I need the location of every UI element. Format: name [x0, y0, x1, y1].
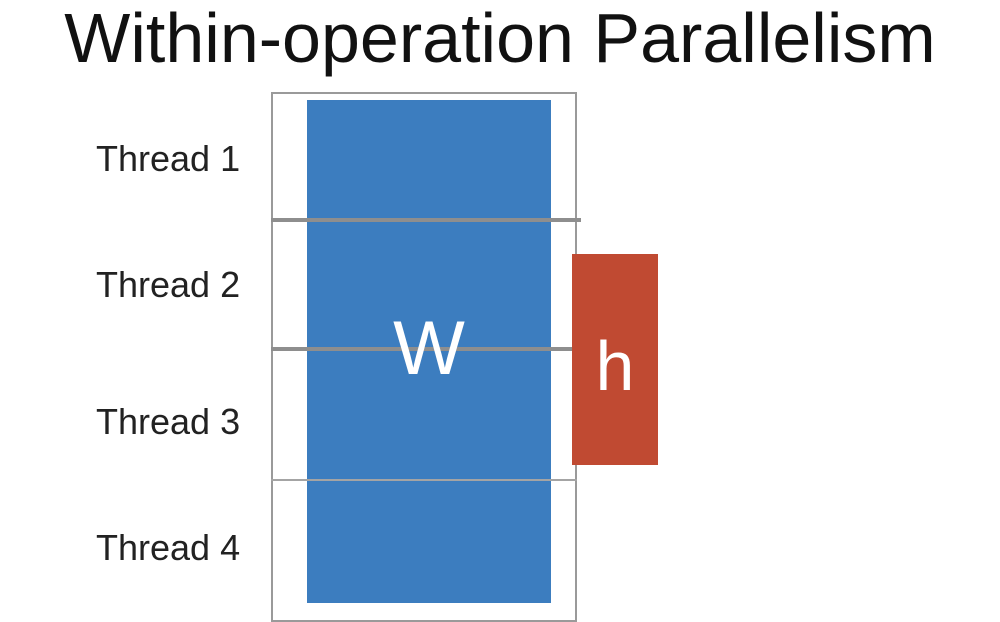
corner-watermark-icon: [970, 596, 998, 608]
thread-label-1: Thread 1: [96, 138, 241, 179]
thread-label-3: Thread 3: [96, 401, 241, 442]
thread-label-2: Thread 2: [96, 264, 241, 305]
partition-divider-3: [271, 479, 577, 481]
vector-h-block: [572, 254, 658, 465]
vector-h-label: h: [595, 327, 635, 405]
matrix-w-label: W: [393, 306, 465, 391]
slide-title: Within-operation Parallelism: [64, 0, 936, 77]
thread-label-4: Thread 4: [96, 527, 241, 568]
partition-divider-1: [271, 218, 581, 222]
matrix-w-block: [307, 100, 551, 603]
partition-divider-2: [271, 347, 581, 351]
